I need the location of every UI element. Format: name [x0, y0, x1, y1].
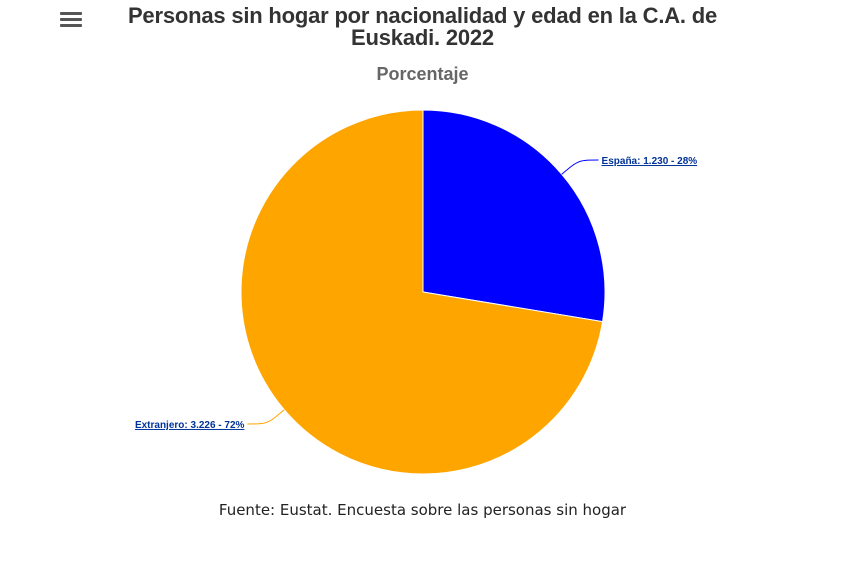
connector-extranjero: [247, 409, 285, 425]
chart-title: Personas sin hogar por nacionalidad y ed…: [127, 3, 718, 50]
chart-subtitle: Porcentaje: [376, 64, 469, 84]
source-note: Fuente: Eustat. Encuesta sobre las perso…: [218, 501, 627, 519]
pie-slice-extranjero[interactable]: [240, 109, 604, 475]
hamburger-menu-icon[interactable]: [60, 12, 82, 32]
pie-slice-espana[interactable]: [422, 109, 606, 323]
connector-espana: [561, 159, 599, 175]
data-label-espana: España: 1.230 - 28%: [602, 156, 698, 167]
data-label-extranjero: Extranjero: 3.226 - 72%: [135, 420, 245, 431]
